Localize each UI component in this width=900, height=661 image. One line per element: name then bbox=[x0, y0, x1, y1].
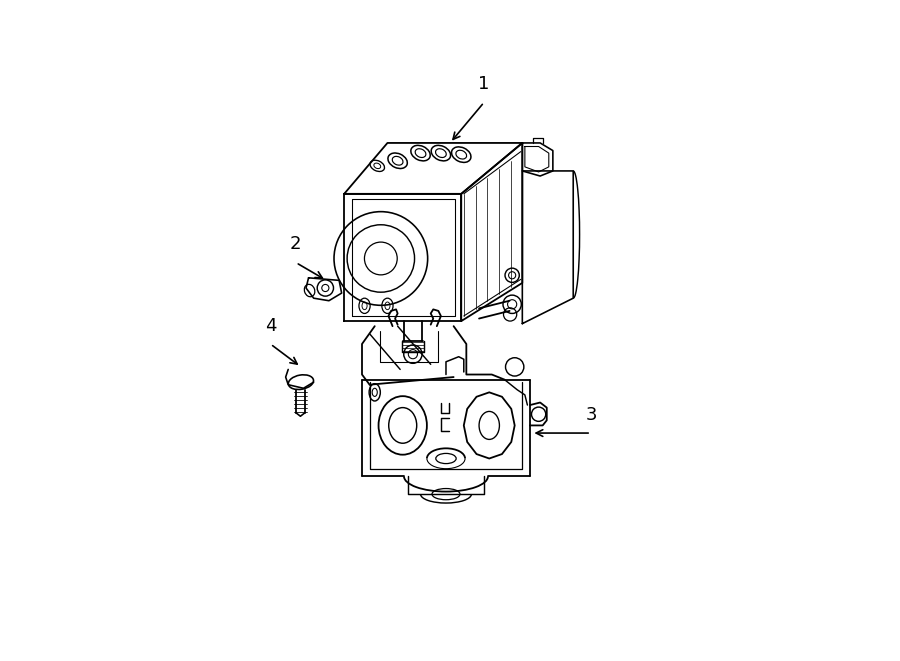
Text: 1: 1 bbox=[479, 75, 490, 93]
Text: 2: 2 bbox=[290, 235, 302, 253]
Text: 3: 3 bbox=[585, 406, 597, 424]
Text: 4: 4 bbox=[265, 317, 276, 335]
